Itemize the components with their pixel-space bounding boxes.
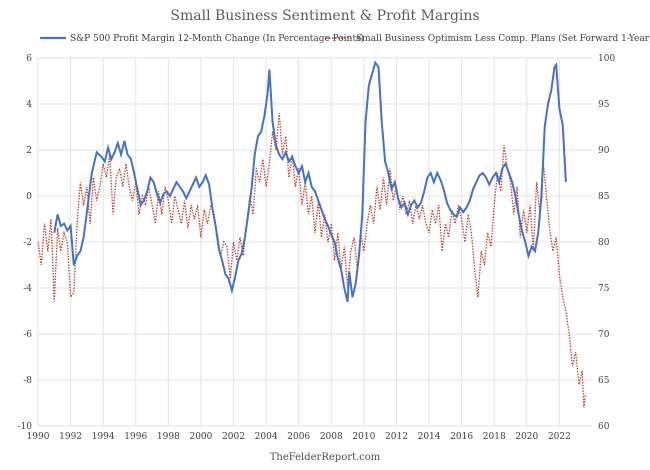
x-tick-label: 2002 <box>222 432 245 442</box>
chart-title: Small Business Sentiment & Profit Margin… <box>170 8 479 24</box>
y-left-tick-label: 6 <box>26 54 32 64</box>
series-line-optimism <box>37 113 587 408</box>
y-left-tick-label: 4 <box>26 100 32 110</box>
x-tick-label: 1996 <box>124 432 147 442</box>
y-right-tick-label: 85 <box>598 192 610 202</box>
y-right-tick-label: 60 <box>598 422 610 432</box>
y-right-tick-label: 70 <box>598 330 610 340</box>
legend-label-optimism: Small Business Optimism Less Comp. Plans… <box>356 33 650 44</box>
y-right-tick-label: 95 <box>598 100 610 110</box>
x-tick-label: 2004 <box>255 432 278 442</box>
x-tick-label: 1998 <box>157 432 180 442</box>
x-tick-label: 2022 <box>548 432 571 442</box>
y-right-tick-label: 75 <box>598 284 610 294</box>
x-tick-label: 1994 <box>92 432 115 442</box>
y-left-tick-label: -2 <box>23 238 32 248</box>
y-right-tick-label: 80 <box>598 238 610 248</box>
y-left-tick-label: -4 <box>23 284 32 294</box>
y-left-tick-label: -10 <box>18 422 33 432</box>
legend: S&P 500 Profit Margin 12-Month Change (I… <box>40 33 650 44</box>
y-right-tick-label: 90 <box>598 146 610 156</box>
source-credit: TheFelderReport.com <box>270 452 381 463</box>
y-left-tick-label: -8 <box>23 376 32 386</box>
x-tick-label: 2000 <box>189 432 212 442</box>
y-left-tick-label: 0 <box>26 192 32 202</box>
x-tick-label: 1990 <box>27 432 50 442</box>
y-left-tick-label: 2 <box>26 146 32 156</box>
y-left-tick-label: -6 <box>23 330 32 340</box>
x-tick-label: 2006 <box>287 432 310 442</box>
x-axis: 1990 1992 1994 1996 1998 2000 2002 2004 2006 2008… <box>27 432 571 442</box>
legend-label-margin: S&P 500 Profit Margin 12-Month Change (I… <box>70 33 364 44</box>
right-axis: 100 95 90 85 80 75 70 65 60 <box>598 54 615 432</box>
grid <box>37 57 592 427</box>
x-tick-label: 2010 <box>352 432 375 442</box>
x-tick-label: 2012 <box>385 432 408 442</box>
y-right-tick-label: 100 <box>598 54 615 64</box>
x-tick-label: 1992 <box>59 432 82 442</box>
x-tick-label: 2018 <box>483 432 506 442</box>
y-right-tick-label: 65 <box>598 376 610 386</box>
left-axis: 6 4 2 0 -2 -4 -6 -8 -10 <box>18 54 33 432</box>
x-tick-label: 2008 <box>320 432 343 442</box>
x-tick-label: 2014 <box>418 432 441 442</box>
series-line-margin <box>53 60 567 303</box>
x-tick-label: 2020 <box>515 432 538 442</box>
x-tick-label: 2016 <box>450 432 473 442</box>
